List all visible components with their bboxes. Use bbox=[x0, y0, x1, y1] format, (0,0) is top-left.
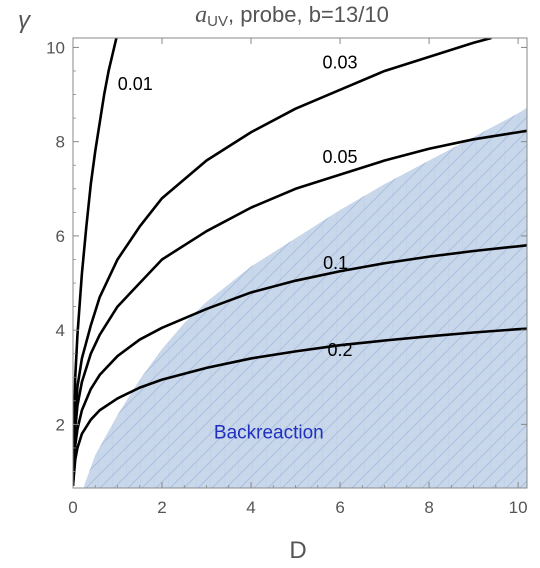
x-tick-label: 0 bbox=[68, 498, 77, 517]
curve-labels: 0.01 0.03 0.05 0.1 0.2 bbox=[118, 53, 358, 360]
plot-frame bbox=[72, 37, 528, 489]
x-tick-label: 4 bbox=[246, 498, 255, 517]
contour-curves bbox=[73, 38, 527, 486]
y-axis-label: γ bbox=[18, 7, 32, 34]
y-tick-label: 6 bbox=[56, 227, 65, 246]
y-tick-label: 8 bbox=[56, 133, 65, 152]
x-tick-label: 8 bbox=[424, 498, 433, 517]
curve-0-2 bbox=[73, 327, 527, 486]
curve-label: 0.1 bbox=[323, 253, 348, 273]
curve-label: 0.05 bbox=[323, 147, 358, 167]
backreaction-area bbox=[84, 107, 527, 488]
x-tick-label: 6 bbox=[335, 498, 344, 517]
curve-0-03 bbox=[73, 38, 492, 486]
backreaction-region bbox=[84, 107, 527, 488]
x-tick-label: 10 bbox=[509, 498, 528, 517]
title-main: a bbox=[195, 2, 207, 28]
chart-title: aUV, probe, b=13/10 bbox=[195, 2, 389, 30]
curve-label: 0.03 bbox=[323, 53, 358, 73]
curve-label: 0.01 bbox=[118, 74, 153, 94]
x-tick-label: 2 bbox=[157, 498, 166, 517]
y-tick-label: 2 bbox=[56, 415, 65, 434]
title-subscript: UV bbox=[207, 13, 228, 30]
curve-label: 0.2 bbox=[328, 340, 353, 360]
x-axis-label: D bbox=[289, 537, 306, 564]
y-tick-label: 10 bbox=[46, 38, 65, 57]
title-rest: , probe, b=13/10 bbox=[228, 2, 389, 27]
curve-0-01 bbox=[73, 38, 118, 486]
y-tick-label: 4 bbox=[56, 321, 65, 340]
backreaction-label: Backreaction bbox=[214, 423, 324, 444]
curve-0-05 bbox=[73, 129, 527, 486]
axis-ticks: 0 2 4 6 8 10 2 4 6 8 10 bbox=[46, 38, 528, 517]
curve-0-1 bbox=[73, 244, 527, 486]
